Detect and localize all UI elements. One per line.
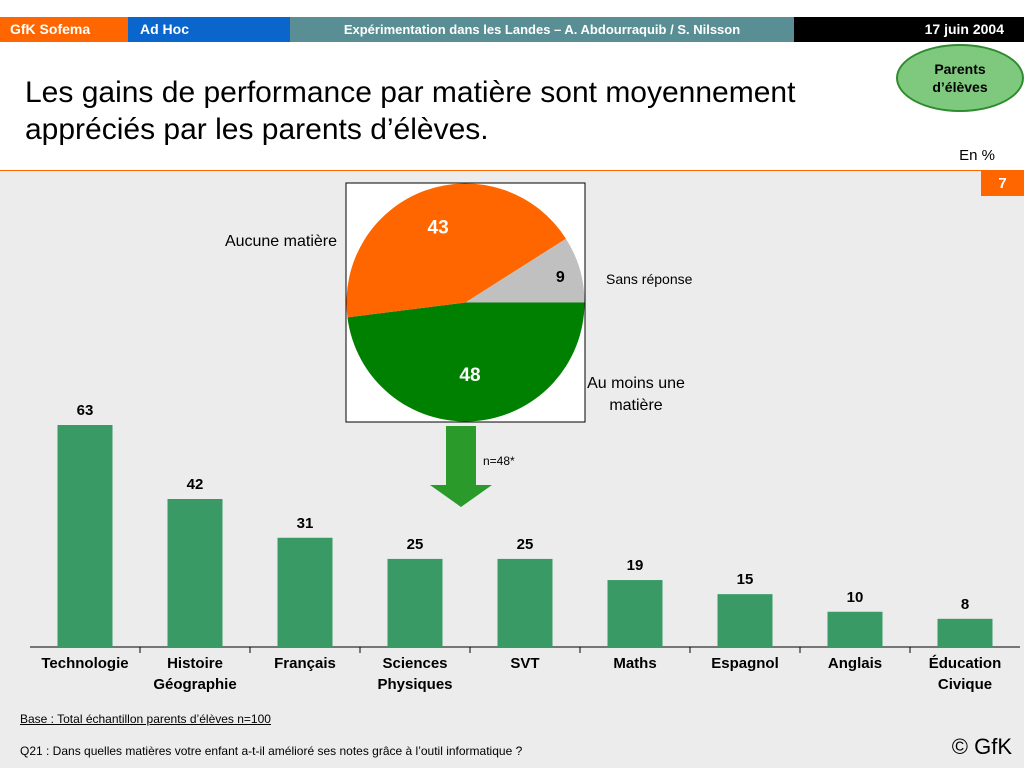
bar: [497, 558, 553, 647]
pie-value-label: 9: [556, 269, 565, 286]
category-label-line: Sciences: [382, 655, 447, 672]
category-label-line: Anglais: [828, 655, 882, 672]
date-label: 17 juin 2004: [794, 17, 1024, 42]
page-title: Les gains de performance par matière son…: [25, 76, 796, 146]
category-label: Espagnol: [711, 655, 779, 672]
bar: [937, 618, 993, 647]
bar-value-label: 19: [627, 557, 644, 574]
category-label: Histoire Géographie: [153, 655, 236, 693]
category-label: Éducation Civique: [929, 655, 1002, 693]
audience-badge: Parents d’élèves: [896, 44, 1024, 112]
bar: [607, 580, 663, 647]
bar: [57, 425, 113, 647]
pie-label-no-answer: Sans réponse: [606, 271, 693, 287]
category-label: Français: [274, 655, 336, 672]
category-label: Anglais: [828, 655, 882, 672]
pie-label-line: matière: [609, 397, 662, 414]
bar-value-label: 10: [847, 589, 864, 606]
bar: [827, 611, 883, 647]
sample-size-annotation: n=48*: [483, 454, 515, 468]
chart-panel: 63 Technologie 42 Histoire Géographie 31 Franç…: [0, 170, 1024, 768]
bar: [717, 594, 773, 647]
pie-slice: [346, 183, 566, 318]
category-label: Sciences Physiques: [377, 655, 452, 693]
question-footnote: Q21 : Dans quelles matières votre enfant…: [20, 744, 523, 758]
category-label-line: Physiques: [377, 676, 452, 693]
bar-value-label: 31: [297, 515, 314, 532]
pie-slice: [465, 238, 585, 303]
bar: [387, 558, 443, 647]
bar-value-label: 42: [187, 476, 204, 493]
page-number: 7: [981, 171, 1024, 196]
category-label-line: SVT: [510, 655, 539, 672]
header-bar: GfK Sofema Ad Hoc Expérimentation dans l…: [0, 17, 1024, 42]
pie-label-line: Au moins une: [587, 375, 685, 392]
pie-slice: [347, 302, 585, 422]
base-footnote: Base : Total échantillon parents d’élève…: [20, 712, 271, 726]
bar-value-label: 15: [737, 571, 754, 588]
category-label-line: Espagnol: [711, 655, 779, 672]
bar: [277, 537, 333, 647]
category-label-line: Géographie: [153, 676, 236, 693]
category-label: Maths: [613, 655, 656, 672]
category-label: SVT: [510, 655, 539, 672]
category-label-line: Maths: [613, 655, 656, 672]
category-label: Technologie: [41, 655, 128, 672]
pie-value-label: 48: [459, 365, 480, 386]
chart-area: 63 Technologie 42 Histoire Géographie 31 Franç…: [30, 182, 1020, 693]
category-label-line: Histoire: [167, 655, 223, 672]
bar-value-label: 25: [517, 536, 534, 553]
category-label-line: Français: [274, 655, 336, 672]
study-label: Expérimentation dans les Landes – A. Abd…: [290, 17, 794, 42]
pie-label-none: Aucune matière: [225, 233, 337, 250]
pie-label-at-least-one: Au moins une matière: [587, 375, 685, 414]
category-label-line: Technologie: [41, 655, 128, 672]
section-label: Ad Hoc: [128, 17, 290, 42]
unit-label: En %: [959, 147, 995, 164]
bar-value-label: 63: [77, 402, 94, 419]
category-label-line: Éducation: [929, 655, 1002, 672]
copyright-label: © GfK: [951, 734, 1012, 759]
pie-value-label: 43: [428, 217, 449, 238]
bar-value-label: 25: [407, 536, 424, 553]
bar: [167, 499, 223, 647]
down-arrow-icon: [430, 426, 492, 507]
brand-label: GfK Sofema: [0, 17, 128, 42]
category-label-line: Civique: [938, 676, 992, 693]
bar-value-label: 8: [961, 596, 969, 613]
